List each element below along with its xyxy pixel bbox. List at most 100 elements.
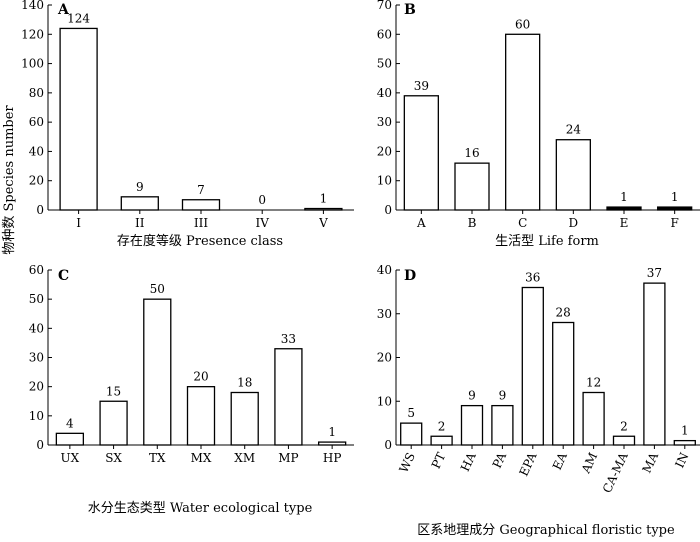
panel-b-data-label: 1 — [620, 190, 628, 204]
panel-d-y-tick-label: 10 — [377, 394, 392, 408]
panel-d-x-tick-label: MA — [640, 450, 662, 475]
panel-a-y-tick-label: 20 — [29, 174, 44, 188]
panel-b-x-axis-label: 生活型 Life form — [495, 234, 599, 249]
panel-a-y-tick-label: 0 — [36, 203, 44, 217]
panel-c-y-tick-label: 50 — [29, 292, 44, 306]
panel-a-y-tick-label: 100 — [21, 57, 44, 71]
panel-d-letter: D — [404, 268, 416, 284]
panel-c-data-label: 1 — [328, 425, 336, 439]
panel-d-data-label: 36 — [525, 271, 540, 285]
panel-c-x-tick-label: MX — [191, 451, 212, 465]
panel-d-data-label: 9 — [468, 389, 476, 403]
panel-c-bar-mx — [186, 386, 216, 446]
panel-a-data-label: 1 — [320, 192, 328, 206]
panel-a-x-tick-label: I — [76, 216, 81, 230]
panel-a-y-tick-label: 140 — [21, 0, 44, 12]
panel-a-data-label: 0 — [258, 193, 266, 207]
panel-c-data-label: 15 — [106, 384, 121, 398]
panel-a-y-tick-label: 40 — [29, 144, 44, 158]
panel-d-x-tick-label: IN — [672, 450, 691, 470]
panel-d-bar-epa — [521, 286, 544, 446]
panel-d-bar-ma — [643, 282, 666, 446]
panel-b-bar-d — [555, 139, 591, 211]
panel-b-x-tick-label: E — [620, 216, 629, 230]
panel-a-bar-iii — [181, 199, 221, 211]
panel-b-bar-f — [657, 206, 693, 211]
panel-b-y-tick-label: 0 — [384, 203, 392, 217]
panel-d-bar-ea — [552, 321, 575, 446]
panel-d-x-tick-label: WS — [397, 450, 418, 475]
panel-b-x-tick-label: B — [468, 216, 477, 230]
panel-d-data-label: 28 — [556, 306, 571, 320]
panel-c-x-tick-label: MP — [278, 451, 298, 465]
panel-b-x-tick-label: C — [518, 216, 527, 230]
panel-c-bar-sx — [99, 400, 128, 446]
panel-c-x-tick-label: SX — [105, 451, 122, 465]
panel-c-bar-tx — [143, 298, 172, 446]
panel-d-y-tick-label: 40 — [377, 263, 392, 277]
panel-d-x-tick-label: PT — [429, 450, 448, 470]
panel-a-letter: A — [57, 2, 70, 18]
panel-a-x-tick-label: II — [135, 216, 145, 230]
panel-c-y-tick-label: 30 — [29, 351, 44, 365]
panel-c-x-tick-label: XM — [234, 451, 255, 465]
panel-c-letter: C — [58, 268, 69, 284]
panel-b-y-tick-label: 20 — [377, 144, 392, 158]
panel-d-x-tick-label: PA — [490, 450, 509, 470]
panel-c-data-label: 20 — [193, 370, 208, 384]
panel-d-y-tick-label: 0 — [384, 438, 392, 452]
panel-b-bar-b — [454, 162, 490, 211]
panel-a-bar-i — [59, 27, 98, 211]
panel-d-x-tick-label: AM — [578, 450, 600, 476]
panel-a-x-tick-label: IV — [255, 216, 269, 230]
panel-c-bar-xm — [230, 391, 259, 446]
panel-b-y-tick-label: 40 — [377, 86, 392, 100]
panel-b-x-tick-label: A — [416, 216, 426, 230]
panel-a-data-label: 7 — [197, 183, 205, 197]
panel-b-data-label: 24 — [566, 123, 582, 137]
panel-a-data-label: 124 — [67, 11, 90, 25]
panel-d-x-tick-label: CA-MA — [600, 450, 631, 495]
panel-d-data-label: 2 — [620, 419, 628, 433]
panel-b-data-label: 1 — [671, 190, 679, 204]
panel-c-bar-ux — [55, 432, 85, 446]
panel-a-y-tick-label: 60 — [29, 115, 44, 129]
panel-d-data-label: 1 — [681, 424, 689, 438]
panel-a-x-tick-label: V — [318, 216, 328, 230]
panel-a-y-tick-label: 120 — [21, 27, 44, 41]
panel-d-data-label: 37 — [647, 266, 662, 280]
panel-b-x-tick-label: F — [671, 216, 679, 230]
panel-c-x-tick-label: TX — [149, 451, 166, 465]
panel-a-x-tick-label: III — [194, 216, 208, 230]
panel-c-x-tick-label: UX — [61, 451, 80, 465]
panel-d-bar-in — [673, 439, 696, 446]
panel-a-y-tick-label: 80 — [29, 86, 44, 100]
panel-d-bar-ws — [400, 422, 423, 446]
panel-c-y-tick-label: 60 — [29, 263, 44, 277]
panel-d-x-axis-label: 区系地理成分 Geographical floristic type — [417, 523, 675, 538]
panel-b-y-tick-label: 60 — [377, 27, 392, 41]
panel-d-data-label: 5 — [407, 406, 415, 420]
panel-c-x-axis-label: 水分生态类型 Water ecological type — [88, 501, 313, 516]
panel-c-x-tick-label: HP — [323, 451, 342, 465]
panel-d-data-label: 2 — [438, 419, 446, 433]
panel-d-bar-am — [582, 391, 605, 446]
panel-d-data-label: 12 — [586, 376, 601, 390]
panel-c-bar-mp — [274, 348, 303, 446]
panel-d-data-label: 9 — [499, 389, 507, 403]
panel-d-y-tick-label: 20 — [377, 351, 392, 365]
panel-b-y-tick-label: 10 — [377, 174, 392, 188]
panel-a-x-axis-label: 存在度等级 Presence class — [117, 233, 283, 249]
panel-c-data-label: 4 — [66, 416, 74, 430]
panel-b-data-label: 39 — [414, 79, 429, 93]
panel-b-x-tick-label: D — [569, 216, 579, 230]
panel-d-bar-ca-ma — [612, 435, 636, 446]
panel-b-bar-c — [505, 33, 541, 211]
panel-d-x-tick-label: EA — [550, 450, 570, 472]
panel-d-bar-ha — [460, 404, 484, 446]
panel-b-data-label: 16 — [464, 146, 479, 160]
panel-b-letter: B — [404, 2, 416, 18]
panel-b-y-tick-label: 70 — [377, 0, 392, 12]
shared-y-axis-label: 物种数 Species number — [2, 105, 17, 255]
